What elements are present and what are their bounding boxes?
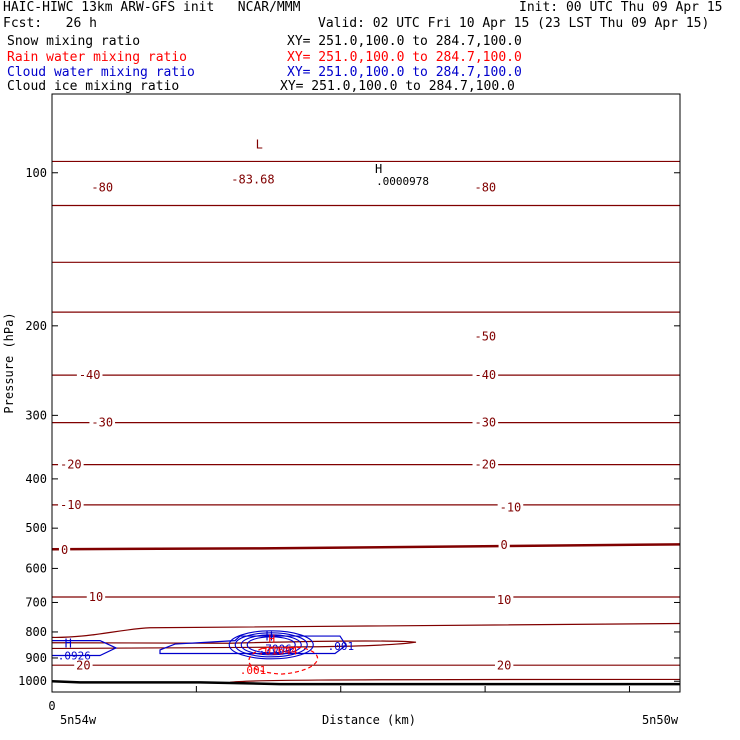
isotherm-label: -83.68 <box>231 172 274 186</box>
legend-rain-xy: XY= 251.0,100.0 to 284.7,100.0 <box>287 50 522 65</box>
x-axis-label: Distance (km) <box>322 713 416 727</box>
isotherm-line <box>229 678 681 683</box>
y-tick-label: 600 <box>25 561 47 575</box>
y-tick-label: 300 <box>25 408 47 422</box>
legend-cloud-water-name: Cloud water mixing ratio <box>7 65 195 80</box>
snow-max-value: .0000978 <box>376 175 429 188</box>
cloud-water-max-marker: H <box>65 636 72 650</box>
legend-rain-name: Rain water mixing ratio <box>7 50 188 65</box>
valid-time: Valid: 02 UTC Fri 10 Apr 15 (23 LST Thu … <box>318 16 710 31</box>
y-tick-label: 700 <box>25 595 47 609</box>
label-background <box>472 329 499 343</box>
label-background <box>494 593 514 607</box>
cloud-water-contour <box>240 634 302 656</box>
rain-max-marker: H <box>268 633 275 646</box>
label-background <box>472 415 499 429</box>
label-background <box>89 415 116 429</box>
isotherm-line <box>51 640 417 650</box>
y-tick-label: 200 <box>25 319 47 333</box>
isotherm-line <box>51 622 681 639</box>
x-start-label: 5n54w <box>60 713 97 727</box>
label-background <box>74 658 93 672</box>
init-time: Init: 00 UTC Thu 09 Apr 15 <box>519 0 723 15</box>
isotherm-label: -20 <box>474 458 496 472</box>
snow-max-marker: H <box>375 162 382 176</box>
y-tick-label: 400 <box>25 472 47 486</box>
isotherm-label: -50 <box>474 330 496 344</box>
label-background <box>472 180 499 194</box>
isotherm-label: 10 <box>89 590 103 604</box>
cloud-water-max-marker: H <box>266 630 273 644</box>
isotherm-label: -10 <box>500 500 522 514</box>
rain-label: .001 <box>240 664 267 677</box>
isotherm-label: 20 <box>497 659 511 673</box>
isotherm-label: L <box>256 138 263 152</box>
isotherm-label: 0 <box>61 543 68 557</box>
rain-max-value: .01644 <box>258 645 298 658</box>
y-axis-label: Pressure (hPa) <box>2 312 16 413</box>
forecast-hour: Fcst: 26 h <box>3 16 97 31</box>
isotherm-label: -30 <box>91 416 113 430</box>
ground-surface-line <box>51 679 680 686</box>
isotherm-group <box>51 160 681 683</box>
legend-snow-xy: XY= 251.0,100.0 to 284.7,100.0 <box>287 34 522 49</box>
cloud-water-contour <box>159 635 347 655</box>
plot-title: HAIC-HIWC 13km ARW-GFS init NCAR/MMM <box>3 0 301 15</box>
isotherm-label: -30 <box>474 416 496 430</box>
rain-contour <box>248 646 319 675</box>
isotherm-label: 20 <box>76 659 90 673</box>
legend-cloud-water-xy: XY= 251.0,100.0 to 284.7,100.0 <box>287 65 522 80</box>
label-background <box>472 368 499 382</box>
label-background <box>494 658 514 672</box>
isotherm-label: -80 <box>474 181 496 195</box>
label-background <box>229 172 277 186</box>
cloud-water-contour <box>246 636 296 654</box>
cloud-water-label: .001 <box>328 640 355 653</box>
x-tick-label: 0 <box>48 699 55 713</box>
label-background <box>58 457 84 471</box>
cloud-water-contour <box>52 640 118 657</box>
label-background <box>472 457 499 471</box>
y-tick-label: 500 <box>25 521 47 535</box>
label-background <box>76 368 103 382</box>
label-background <box>86 590 106 604</box>
isotherm-line <box>51 543 681 551</box>
label-background <box>498 538 510 552</box>
cloud-water-contour <box>228 630 314 660</box>
isotherm-label: -80 <box>91 181 113 195</box>
legend-cloud-ice-name: Cloud ice mixing ratio <box>7 79 180 94</box>
label-background <box>58 543 71 557</box>
label-background <box>58 497 84 511</box>
isotherm-label: -20 <box>60 458 82 472</box>
label-background <box>497 500 524 514</box>
isotherm-label: 0 <box>501 538 508 552</box>
cloud-water-contour <box>234 632 308 658</box>
y-tick-label: 1000 <box>18 674 47 688</box>
isotherm-label: -10 <box>60 498 82 512</box>
isotherm-label: -40 <box>474 368 496 382</box>
cloud-water-max-value: .7006 <box>259 643 292 656</box>
cloud-water-max-value: .0926 <box>58 649 91 662</box>
legend-cloud-ice-xy: XY= 251.0,100.0 to 284.7,100.0 <box>280 79 515 94</box>
plot-frame <box>51 93 681 693</box>
isotherm-label: 10 <box>497 593 511 607</box>
label-background <box>253 137 265 151</box>
y-tick-label: 100 <box>25 166 47 180</box>
label-background <box>89 180 116 194</box>
y-tick-label: 800 <box>25 625 47 639</box>
y-tick-label: 900 <box>25 651 47 665</box>
isotherm-label: -40 <box>79 368 101 382</box>
x-end-label: 5n50w <box>642 713 679 727</box>
legend-snow-name: Snow mixing ratio <box>7 34 141 49</box>
